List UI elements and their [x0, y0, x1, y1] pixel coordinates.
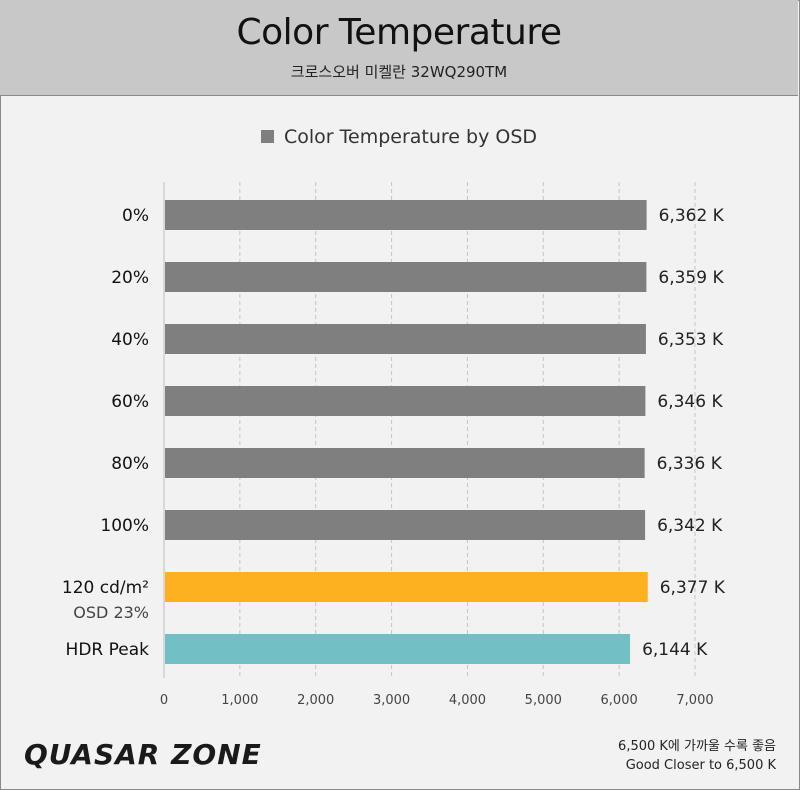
- x-tick-label: 3,000: [373, 693, 410, 708]
- category-label: 100%: [100, 516, 149, 536]
- header: Color Temperature 크로스오버 미켈란 32WQ290TM: [0, 0, 798, 96]
- x-tick-label: 6,000: [601, 693, 638, 708]
- category-label: HDR Peak: [66, 640, 150, 660]
- category-label: 120 cd/m²: [62, 578, 149, 598]
- chart-legend: Color Temperature by OSD: [0, 126, 798, 148]
- bar: [165, 386, 646, 416]
- value-label: 6,336 K: [657, 454, 723, 474]
- legend-label: Color Temperature by OSD: [283, 126, 538, 148]
- quasarzone-logo: QUASAR ZONE: [24, 738, 262, 771]
- category-label: 60%: [111, 392, 149, 412]
- category-sublabel: OSD 23%: [73, 603, 149, 622]
- x-tick-label: 1,000: [221, 693, 258, 708]
- bar: [165, 448, 645, 478]
- bar: [165, 324, 646, 354]
- x-tick-label: 5,000: [525, 693, 562, 708]
- bar: [165, 510, 646, 540]
- x-tick-label: 4,000: [449, 693, 486, 708]
- footer-note-korean: 6,500 K에 가까울 수록 좋음: [618, 739, 776, 754]
- page-subtitle: 크로스오버 미켈란 32WQ290TM: [290, 63, 508, 81]
- value-label: 6,353 K: [658, 330, 724, 350]
- value-label: 6,144 K: [642, 640, 708, 660]
- footer-note-english: Good Closer to 6,500 K: [625, 758, 776, 773]
- x-tick-label: 7,000: [676, 693, 713, 708]
- bar: [165, 262, 647, 292]
- value-label: 6,359 K: [658, 268, 724, 288]
- x-tick-label: 0: [160, 693, 168, 708]
- category-label: 40%: [111, 330, 149, 350]
- bar: [165, 572, 648, 602]
- page-title: Color Temperature: [236, 12, 562, 53]
- category-label: 80%: [111, 454, 149, 474]
- bar: [165, 200, 647, 230]
- category-label: 20%: [111, 268, 149, 288]
- value-label: 6,377 K: [660, 578, 726, 598]
- value-label: 6,362 K: [659, 206, 725, 226]
- category-label: 0%: [122, 206, 149, 226]
- bar: [165, 634, 631, 664]
- footer-note: 6,500 K에 가까울 수록 좋음 Good Closer to 6,500 …: [618, 737, 776, 775]
- legend-swatch: [260, 130, 274, 143]
- value-label: 6,342 K: [657, 516, 723, 536]
- x-tick-label: 2,000: [297, 693, 334, 708]
- value-label: 6,346 K: [657, 392, 723, 412]
